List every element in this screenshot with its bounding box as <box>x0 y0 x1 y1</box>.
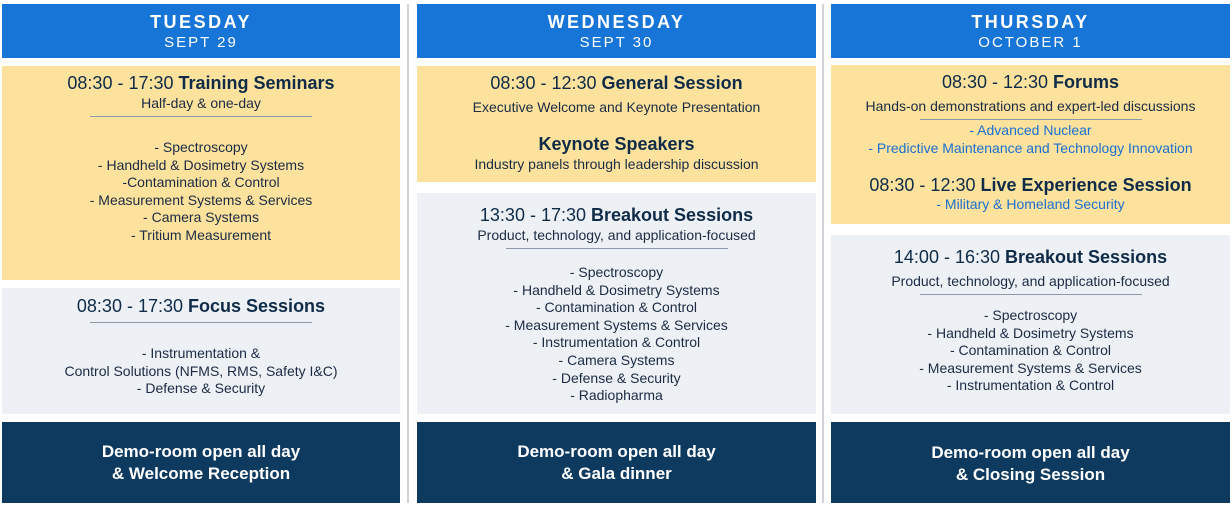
column-separator <box>822 4 824 503</box>
list-item: - Instrumentation & Control <box>532 334 701 351</box>
divider <box>919 119 1142 120</box>
general-session-block: 08:30 - 12:30 General Session Executive … <box>417 66 816 182</box>
session-time: 14:00 - 16:30 <box>893 247 1000 267</box>
session-subtitle: Executive Welcome and Keynote Presentati… <box>472 99 761 115</box>
session-time: 08:30 - 17:30 <box>76 296 183 316</box>
list-item: - Defense & Security <box>136 380 266 397</box>
session-subtitle: Industry panels through leadership discu… <box>474 156 759 172</box>
session-name: Breakout Sessions <box>591 205 754 225</box>
forum-topics: - Advanced Nuclear - Predictive Maintena… <box>831 122 1230 157</box>
list-item: Control Solutions (NFMS, RMS, Safety I&C… <box>64 362 338 379</box>
list-item: - Instrumentation & Control <box>946 377 1115 394</box>
list-item: - Spectroscopy <box>983 307 1078 323</box>
session-items: - Spectroscopy - Handheld & Dosimetry Sy… <box>2 139 400 245</box>
footer-line: Demo-room open all day <box>517 442 716 461</box>
training-seminars-block: 08:30 - 17:30 Training Seminars Half-day… <box>2 66 400 280</box>
footer-line: Demo-room open all day <box>931 443 1130 462</box>
day-date: SEPT 30 <box>579 34 654 51</box>
session-subtitle: Hands-on demonstrations and expert-led d… <box>865 98 1196 114</box>
session-items: - Instrumentation & Control Solutions (N… <box>2 345 400 398</box>
list-item: - Handheld & Dosimetry Systems <box>97 156 305 173</box>
session-title: 08:30 - 17:30 Focus Sessions <box>2 296 400 317</box>
session-name: Breakout Sessions <box>1005 247 1168 267</box>
session-items: - Spectroscopy - Handheld & Dosimetry Sy… <box>417 264 816 405</box>
list-item: - Camera Systems <box>558 351 675 368</box>
list-item: - Military & Homeland Security <box>936 196 1125 213</box>
session-name: Live Experience Session <box>980 175 1192 196</box>
list-item: - Handheld & Dosimetry Systems <box>927 324 1134 341</box>
list-item: - Instrumentation & <box>141 345 261 361</box>
divider <box>90 116 312 117</box>
list-item: - Handheld & Dosimetry Systems <box>513 281 720 298</box>
tuesday-header: TUESDAY SEPT 29 <box>2 4 400 58</box>
list-item: -Contamination & Control <box>122 174 280 191</box>
session-subtitle: Product, technology, and application-foc… <box>891 273 1170 289</box>
list-item: - Measurement Systems & Services <box>89 191 313 208</box>
list-item: - Spectroscopy <box>154 139 248 155</box>
focus-sessions-block: 08:30 - 17:30 Focus Sessions - Instrumen… <box>2 288 400 414</box>
session-subtitle: Product, technology, and application-foc… <box>477 227 756 243</box>
day-name: THURSDAY <box>971 12 1090 32</box>
forums-block: 08:30 - 12:30 Forums Hands-on demonstrat… <box>831 65 1230 224</box>
list-item: - Contamination & Control <box>535 299 698 316</box>
list-item: - Contamination & Control <box>949 342 1112 359</box>
live-session-topics: - Military & Homeland Security <box>831 196 1230 214</box>
thursday-footer: Demo-room open all day & Closing Session <box>831 422 1230 503</box>
list-item: - Measurement Systems & Services <box>505 316 728 333</box>
footer-line: & Closing Session <box>955 465 1106 484</box>
list-item: - Radiopharma <box>570 387 663 404</box>
day-date: OCTOBER 1 <box>978 34 1083 51</box>
session-title: 08:30 - 12:30 General Session <box>417 73 816 94</box>
session-time: 08:30 - 12:30 <box>941 72 1049 92</box>
day-date: SEPT 29 <box>164 34 238 51</box>
list-item: - Spectroscopy <box>569 264 664 280</box>
list-item: - Defense & Security <box>552 369 681 386</box>
live-session-title: 08:30 - 12:30 Live Experience Session <box>831 175 1230 196</box>
divider <box>505 248 728 249</box>
day-name: WEDNESDAY <box>547 12 686 32</box>
footer-line: Demo-room open all day <box>101 442 301 461</box>
session-time: 08:30 - 12:30 <box>869 175 976 196</box>
breakout-sessions-block: 14:00 - 16:30 Breakout Sessions Product,… <box>831 235 1230 414</box>
session-title: 08:30 - 12:30 Forums <box>831 72 1230 93</box>
breakout-sessions-block: 13:30 - 17:30 Breakout Sessions Product,… <box>417 193 816 414</box>
wednesday-footer: Demo-room open all day & Gala dinner <box>417 422 816 503</box>
list-item: - Measurement Systems & Services <box>919 359 1142 376</box>
session-name: Forums <box>1053 72 1120 92</box>
session-subtitle: Half-day & one-day <box>141 95 261 111</box>
divider <box>919 294 1142 295</box>
session-time: 08:30 - 12:30 <box>490 73 597 93</box>
session-time: 08:30 - 17:30 <box>67 73 174 93</box>
session-title: 13:30 - 17:30 Breakout Sessions <box>417 205 816 226</box>
list-item: - Camera Systems <box>143 209 259 226</box>
session-title: 08:30 - 17:30 Training Seminars <box>2 73 400 94</box>
day-name: TUESDAY <box>150 12 252 32</box>
session-name: General Session <box>601 73 743 93</box>
footer-line: & Welcome Reception <box>111 464 291 483</box>
keynote-title: Keynote Speakers <box>417 134 816 155</box>
list-item: - Advanced Nuclear <box>969 122 1092 138</box>
session-items: - Spectroscopy - Handheld & Dosimetry Sy… <box>831 307 1230 395</box>
list-item: - Predictive Maintenance and Technology … <box>868 139 1193 156</box>
column-separator <box>407 4 409 503</box>
session-name: Focus Sessions <box>188 296 326 316</box>
session-time: 13:30 - 17:30 <box>479 205 586 225</box>
footer-line: & Gala dinner <box>561 464 672 483</box>
session-title: 14:00 - 16:30 Breakout Sessions <box>831 247 1230 268</box>
session-name: Keynote Speakers <box>538 134 695 154</box>
tuesday-footer: Demo-room open all day & Welcome Recepti… <box>2 422 400 503</box>
list-item: - Tritium Measurement <box>130 226 272 243</box>
wednesday-header: WEDNESDAY SEPT 30 <box>417 4 816 58</box>
thursday-header: THURSDAY OCTOBER 1 <box>831 4 1230 58</box>
session-name: Training Seminars <box>178 73 335 93</box>
divider <box>90 322 312 323</box>
